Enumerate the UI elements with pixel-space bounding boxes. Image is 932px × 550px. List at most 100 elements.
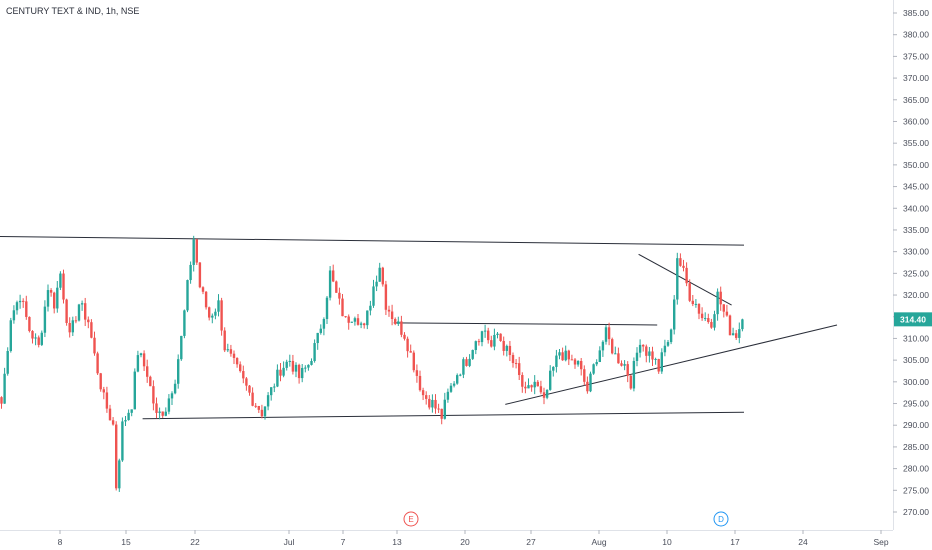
candle-body (499, 333, 502, 341)
candle-body (462, 359, 465, 375)
candle-body (545, 389, 549, 398)
candle-body (673, 299, 676, 330)
x-tick-label: 7 (341, 537, 346, 547)
candle-body (390, 311, 394, 320)
candle-body (251, 392, 254, 406)
candle-body (139, 353, 143, 356)
candle-body (257, 405, 260, 410)
candles-layer (0, 235, 744, 492)
candle-body (542, 392, 546, 398)
candle-body (248, 385, 251, 393)
y-tick-label: 375.00 (903, 51, 929, 61)
candle-body (679, 258, 682, 266)
labels-layer: 270.00 275.00 280.00 285.00 290.00 295.00 300.… (58, 8, 932, 547)
trendline (638, 253, 732, 306)
x-tick-label: Jul (284, 537, 295, 547)
candle-body (285, 361, 288, 368)
candle-body (607, 327, 611, 340)
candle-body (310, 360, 313, 365)
candle-body (65, 299, 68, 323)
candle-body (440, 408, 443, 419)
candle-body (146, 366, 149, 377)
candle-body (155, 403, 158, 413)
candle-body (688, 283, 691, 301)
candle-body (459, 374, 462, 376)
candle-body (294, 364, 298, 372)
candle-body (105, 392, 109, 409)
candle-body (71, 320, 74, 333)
candle-body (431, 399, 434, 408)
y-tick-label: 285.00 (903, 442, 929, 452)
y-tick-label: 300.00 (903, 377, 929, 387)
candle-body (741, 319, 744, 330)
candle-body (375, 281, 378, 287)
candle-body (350, 321, 353, 323)
candle-body (521, 375, 524, 387)
y-tick-label: 320.00 (903, 290, 929, 300)
trendline (505, 324, 838, 405)
candle-body (527, 385, 530, 389)
candle-body (62, 273, 65, 300)
candle-body (533, 381, 536, 388)
candle-body (133, 371, 136, 410)
event-marker-label: E (408, 515, 413, 524)
candle-body (592, 364, 595, 374)
y-tick-label: 330.00 (903, 247, 929, 257)
y-tick-label: 305.00 (903, 355, 929, 365)
candle-body (254, 405, 257, 407)
candle-body (614, 353, 617, 355)
trendline (142, 411, 745, 420)
candle-body (443, 399, 446, 419)
candle-body (235, 357, 239, 365)
candle-body (657, 358, 660, 372)
candle-body (666, 342, 670, 346)
candle-body (229, 349, 233, 354)
candle-body (731, 333, 735, 336)
candle-body (353, 318, 357, 322)
candle-body (471, 350, 474, 359)
candle-body (217, 300, 220, 312)
candle-body (130, 409, 133, 413)
candle-body (31, 330, 34, 339)
candle-body (738, 329, 741, 338)
candle-body (344, 316, 347, 318)
candle-body (635, 352, 639, 361)
candle-body (713, 314, 716, 328)
candle-body (40, 332, 43, 345)
candle-body (493, 334, 496, 347)
candle-body (474, 341, 477, 351)
y-tick-label: 280.00 (903, 464, 929, 474)
candle-body (34, 337, 37, 339)
candle-body (242, 371, 245, 379)
candle-body (0, 397, 3, 404)
candle-body (598, 350, 601, 363)
candle-body (15, 302, 19, 311)
candle-body (530, 385, 533, 388)
candle-body (77, 304, 81, 321)
candle-body (142, 353, 146, 367)
candle-body (9, 320, 12, 352)
candle-body (164, 411, 167, 416)
candle-body (161, 411, 164, 416)
candle-body (648, 351, 651, 356)
candle-body (589, 373, 592, 392)
candle-body (539, 386, 543, 393)
candle-body (232, 353, 236, 358)
candle-body (211, 315, 214, 318)
candle-body (378, 267, 381, 282)
candle-body (428, 398, 431, 408)
candle-body (189, 264, 192, 281)
candle-body (56, 287, 59, 309)
candle-body (338, 292, 341, 299)
candle-body (654, 358, 657, 360)
candle-body (437, 408, 440, 410)
candle-body (412, 352, 415, 371)
candle-body (356, 318, 360, 325)
candle-body (291, 360, 295, 372)
candle-body (59, 273, 62, 288)
candle-body (335, 281, 338, 293)
candle-body (214, 311, 217, 316)
candle-body (660, 352, 663, 372)
candle-body (651, 351, 654, 360)
